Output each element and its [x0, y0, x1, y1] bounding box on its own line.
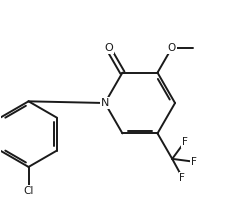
Text: O: O [168, 43, 176, 53]
Text: F: F [182, 137, 188, 147]
Text: O: O [104, 43, 113, 53]
Text: N: N [101, 98, 109, 108]
Text: F: F [179, 173, 185, 182]
Text: Cl: Cl [23, 186, 34, 196]
Text: F: F [191, 157, 197, 167]
